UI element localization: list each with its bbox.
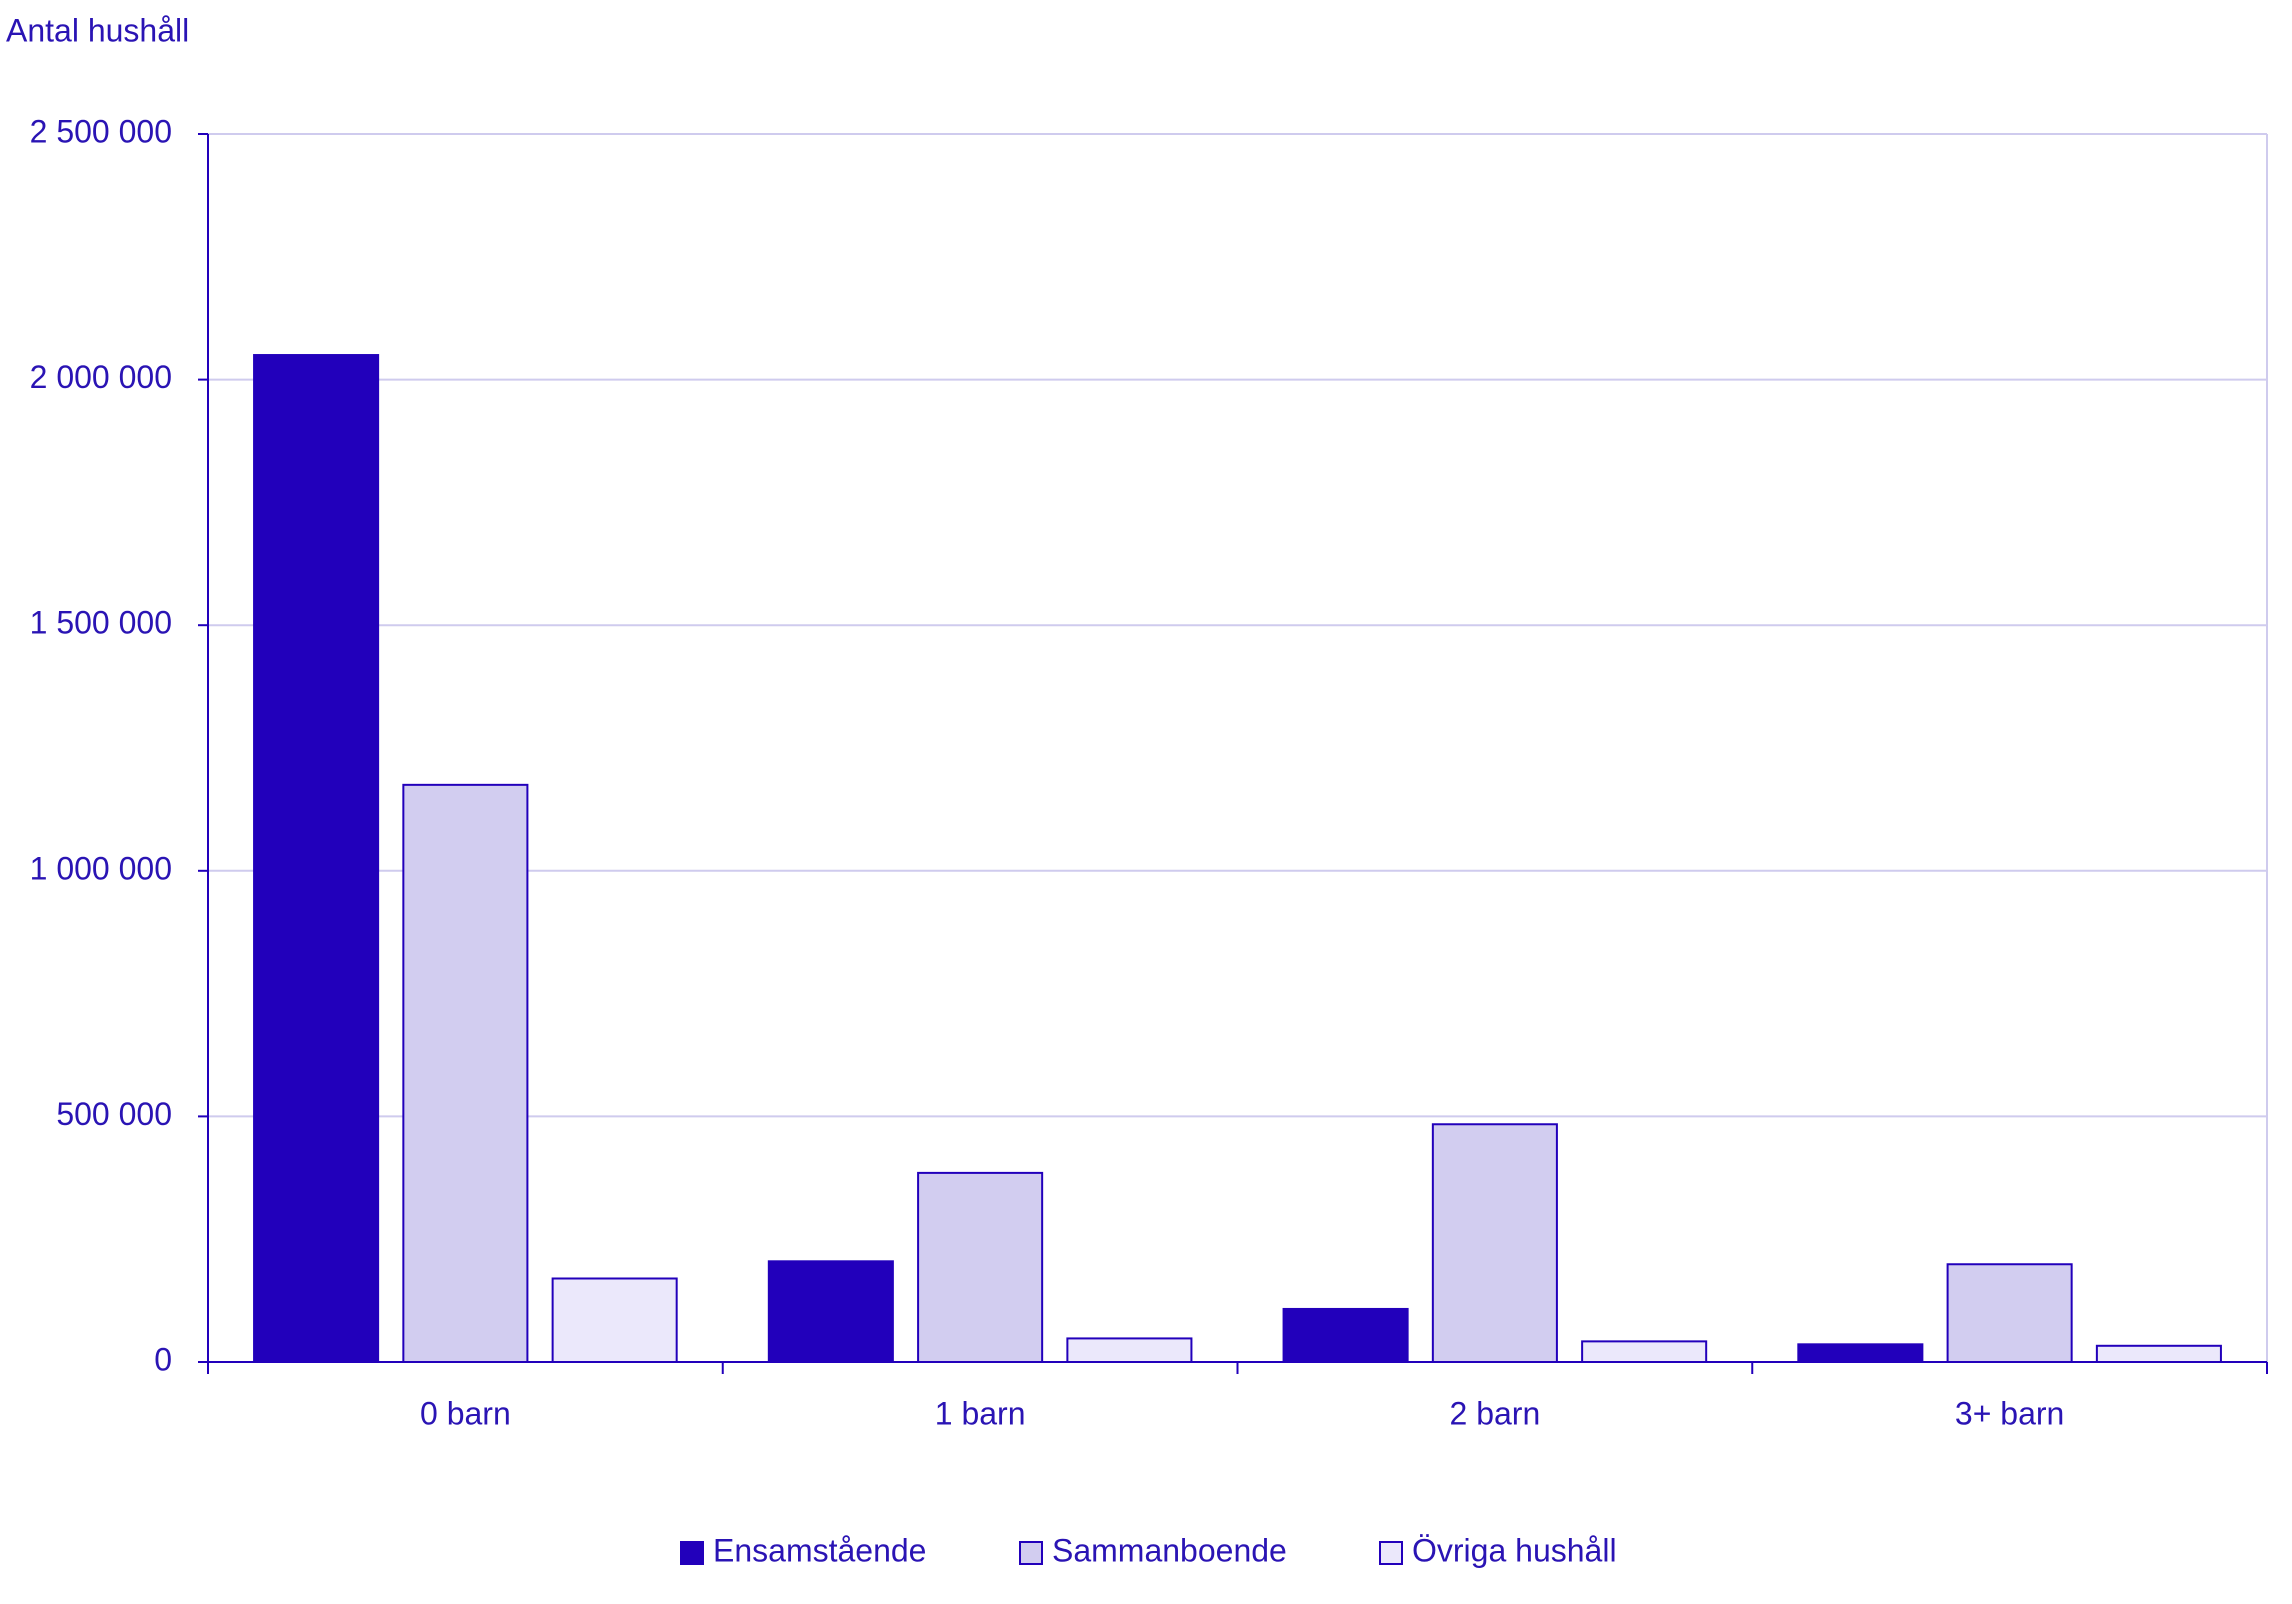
legend-label: Sammanboende [1052,1532,1287,1568]
bar [1066,1337,1193,1363]
y-tick-label: 500 000 [56,1096,172,1132]
x-tick-label: 2 barn [1450,1395,1541,1431]
y-tick-label: 1 500 000 [30,605,172,641]
y-axis-title: Antal hushåll [6,12,189,48]
y-tick-label: 0 [154,1341,172,1377]
bar [253,354,380,1364]
legend-label: Övriga hushåll [1412,1532,1617,1568]
bar [551,1277,678,1363]
x-tick-label: 1 barn [935,1395,1026,1431]
x-tick-label: 3+ barn [1955,1395,2064,1431]
y-tick-label: 2 500 000 [30,113,172,149]
bar [402,783,529,1363]
legend-swatch [680,1541,704,1565]
bar [1431,1123,1558,1363]
legend-swatch [1379,1541,1403,1565]
bar [1946,1263,2073,1364]
legend-label: Ensamstående [713,1532,926,1568]
bar [1581,1340,1708,1364]
legend-swatch [1019,1541,1043,1565]
bar [1797,1343,1924,1363]
bar [2095,1344,2222,1364]
bar [917,1171,1044,1363]
y-tick-label: 1 000 000 [30,850,172,886]
x-tick-label: 0 barn [420,1395,511,1431]
bar [1282,1307,1409,1364]
bar [767,1260,894,1363]
y-tick-label: 2 000 000 [30,359,172,395]
